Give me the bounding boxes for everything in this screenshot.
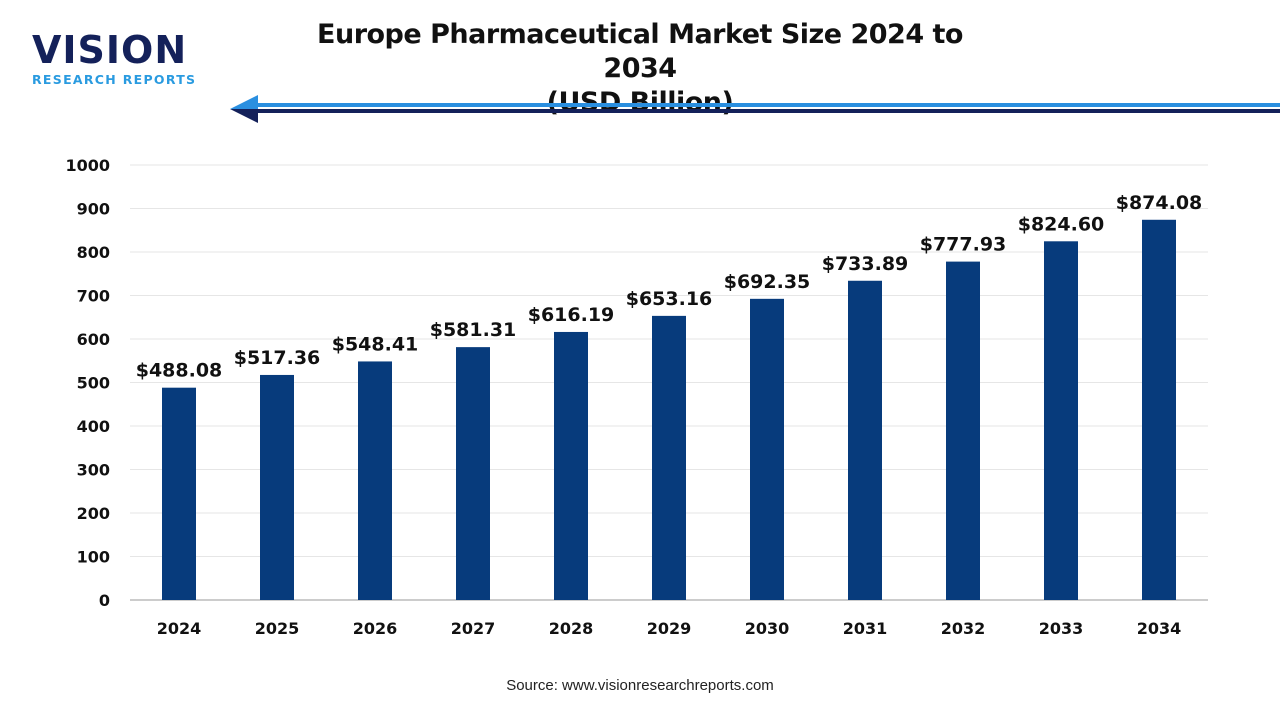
y-tick-label: 100 — [77, 548, 110, 567]
y-tick-label: 0 — [99, 591, 110, 610]
bar-2029 — [652, 315, 686, 600]
x-tick-label: 2027 — [451, 619, 496, 638]
y-tick-label: 800 — [77, 243, 110, 262]
data-label: $488.08 — [136, 360, 223, 382]
x-tick-label: 2024 — [157, 619, 202, 638]
x-tick-label: 2029 — [647, 619, 692, 638]
bar-2025 — [260, 374, 294, 600]
y-tick-label: 200 — [77, 504, 110, 523]
y-tick-label: 900 — [77, 200, 110, 219]
bar-2024 — [162, 387, 196, 600]
x-tick-label: 2031 — [843, 619, 888, 638]
bar-2027 — [456, 347, 490, 600]
x-tick-label: 2030 — [745, 619, 790, 638]
x-tick-label: 2033 — [1039, 619, 1084, 638]
data-label: $874.08 — [1116, 192, 1203, 214]
x-tick-label: 2026 — [353, 619, 398, 638]
x-tick-label: 2025 — [255, 619, 300, 638]
data-label: $653.16 — [626, 288, 713, 310]
bar-2031 — [848, 280, 882, 600]
y-tick-label: 1000 — [65, 156, 110, 175]
x-tick-label: 2032 — [941, 619, 986, 638]
data-label: $581.31 — [430, 319, 517, 341]
logo: VISION RESEARCH REPORTS — [32, 30, 196, 87]
y-tick-label: 400 — [77, 417, 110, 436]
data-label: $733.89 — [822, 253, 909, 275]
y-tick-label: 700 — [77, 287, 110, 306]
data-label: $824.60 — [1018, 213, 1105, 235]
data-label: $777.93 — [920, 234, 1007, 256]
source-note: Source: www.visionresearchreports.com — [506, 677, 774, 694]
y-tick-label: 600 — [77, 330, 110, 349]
data-label: $692.35 — [724, 271, 811, 293]
logo-sub: RESEARCH REPORTS — [32, 72, 197, 87]
logo-brand: VISION — [32, 28, 188, 72]
x-tick-label: 2028 — [549, 619, 594, 638]
bar-2034 — [1142, 219, 1176, 600]
header-arrow — [230, 95, 1280, 123]
data-label: $517.36 — [234, 347, 321, 369]
data-label: $548.41 — [332, 333, 419, 355]
x-tick-label: 2034 — [1137, 619, 1182, 638]
bar-2032 — [946, 261, 980, 600]
title-line-1: Europe Pharmaceutical Market Size 2024 t… — [317, 19, 963, 84]
y-tick-label: 300 — [77, 461, 110, 480]
bar-2030 — [750, 298, 784, 600]
bar-2033 — [1044, 241, 1078, 600]
data-label: $616.19 — [528, 304, 615, 326]
bar-2026 — [358, 361, 392, 600]
y-tick-label: 500 — [77, 374, 110, 393]
bar-2028 — [554, 331, 588, 600]
